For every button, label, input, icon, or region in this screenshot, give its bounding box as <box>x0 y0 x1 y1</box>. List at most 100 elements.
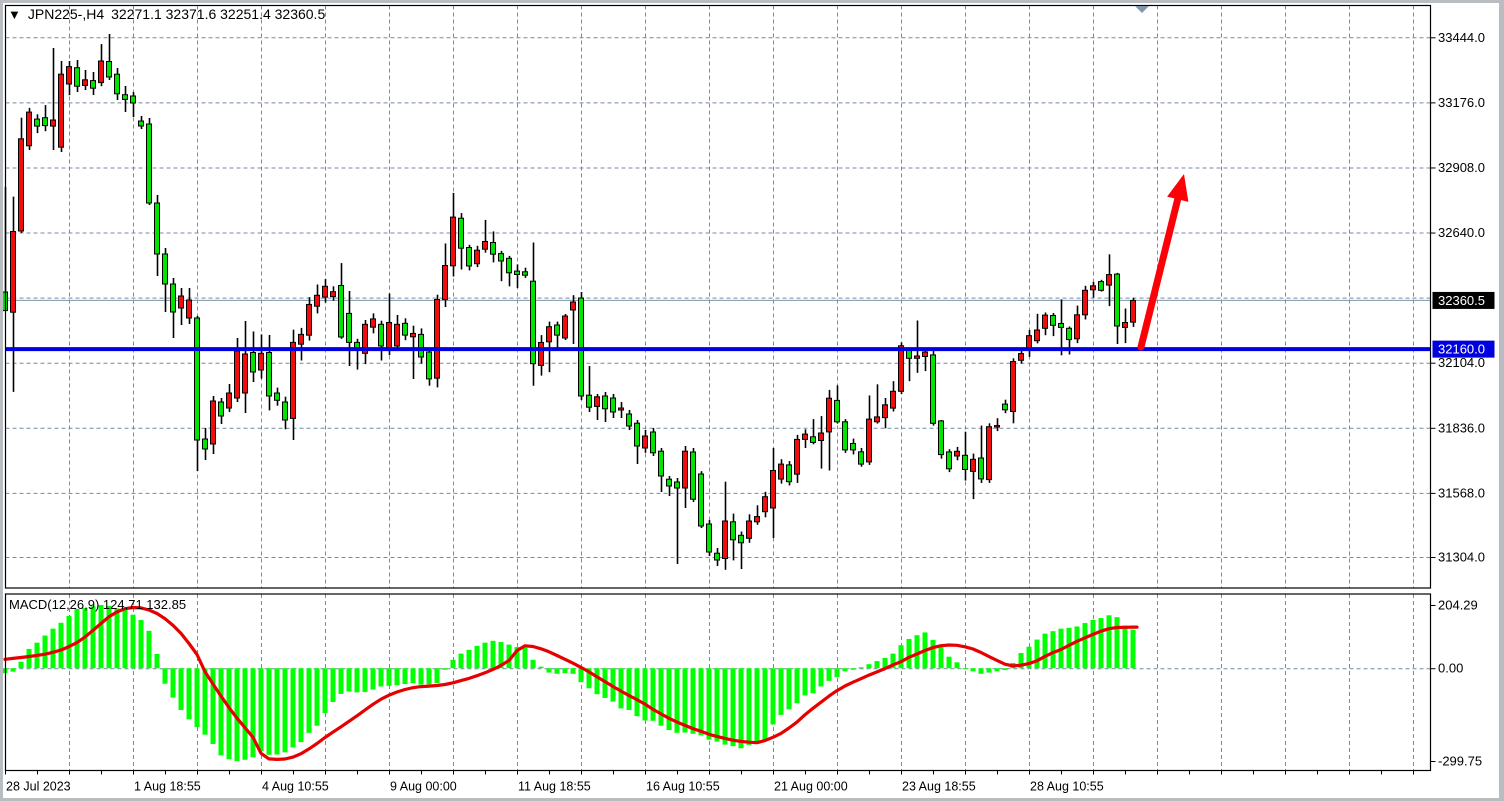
symbol-dropdown-icon: ▼ <box>8 6 21 22</box>
candle-body-up <box>882 404 888 419</box>
candle-body-down <box>930 354 936 424</box>
candle-body-down <box>466 247 472 267</box>
macd-histogram-bar <box>946 656 952 669</box>
macd-histogram-bar <box>626 668 632 710</box>
candle-body-down <box>218 401 224 417</box>
macd-histogram-bar <box>834 668 840 678</box>
candle-body-up <box>1082 289 1088 316</box>
macd-histogram-bar <box>738 668 744 749</box>
macd-histogram-bar <box>338 668 344 694</box>
candle-body-down <box>274 392 280 401</box>
macd-histogram-bar <box>434 668 440 684</box>
candle-body-up <box>298 333 304 345</box>
line-price-box[interactable] <box>1432 340 1495 358</box>
macd-histogram-bar <box>290 668 296 748</box>
current-price-box[interactable] <box>1432 291 1495 309</box>
trend-arrow-shaft[interactable] <box>1137 189 1183 351</box>
main-pane-border <box>4 4 1432 589</box>
candle-body-up <box>186 299 192 319</box>
macd-histogram-bar <box>698 668 704 736</box>
macd-histogram-bar <box>778 668 784 715</box>
macd-histogram-bar <box>978 668 984 674</box>
candle-body-down <box>530 280 536 365</box>
candle-body-down <box>1050 315 1056 326</box>
macd-histogram-bar <box>562 668 568 674</box>
macd-histogram-bar <box>402 668 408 684</box>
candle-body-down <box>586 394 592 408</box>
candle-body-down <box>162 253 168 285</box>
candle-body-up <box>322 285 328 298</box>
macd-histogram-bar <box>1114 617 1120 669</box>
chart-shift-marker[interactable] <box>1135 6 1149 13</box>
macd-histogram-bar <box>386 668 392 686</box>
macd-histogram-bar <box>178 668 184 710</box>
macd-pane-border[interactable] <box>4 593 1432 772</box>
candle-body-up <box>682 450 688 489</box>
candle-body-down <box>426 351 432 380</box>
candle-body-down <box>1002 403 1008 411</box>
macd-histogram-bar <box>410 668 416 684</box>
macd-histogram-bar <box>818 668 824 687</box>
macd-histogram-bar <box>714 668 720 742</box>
candle-body-down <box>498 253 504 262</box>
macd-histogram-bar <box>66 615 72 669</box>
candle-body-up <box>898 345 904 392</box>
macd-histogram-bar <box>162 668 168 684</box>
macd-histogram-bar <box>490 640 496 669</box>
macd-histogram-bar <box>274 668 280 755</box>
macd-histogram-bar <box>306 668 312 733</box>
macd-histogram-bar <box>282 668 288 753</box>
chart-title-ohlc: 32271.1 32371.6 32251.4 32360.5 <box>111 6 326 22</box>
macd-histogram-bar <box>730 668 736 747</box>
macd-histogram-bar <box>594 668 600 695</box>
candle-body-up <box>594 396 600 407</box>
macd-histogram-bar <box>138 619 144 669</box>
candle-body-up <box>58 73 64 148</box>
macd-histogram-bar <box>634 668 640 717</box>
time-label: 4 Aug 10:55 <box>262 780 329 794</box>
candle-body-down <box>138 120 144 127</box>
macd-histogram-bar <box>250 668 256 758</box>
candle-body-up <box>1122 322 1128 328</box>
macd-histogram-bar <box>930 639 936 669</box>
candle-body-down <box>714 552 720 561</box>
macd-histogram-bar <box>1090 619 1096 669</box>
macd-histogram-bar <box>954 662 960 669</box>
macd-histogram-bar <box>154 653 160 669</box>
macd-histogram-bar <box>346 668 352 692</box>
macd-histogram-bar <box>1018 652 1024 669</box>
price-tick-label: 32908.0 <box>1438 160 1485 175</box>
macd-histogram-bar <box>586 668 592 689</box>
window-frame-right[interactable] <box>1499 0 1504 801</box>
candle-body-up <box>82 79 88 86</box>
price-tick-label: 33176.0 <box>1438 95 1485 110</box>
macd-histogram-bar <box>370 668 376 690</box>
candle-body-down <box>738 534 744 544</box>
macd-histogram-bar <box>122 609 128 669</box>
candle-body-up <box>794 438 800 475</box>
macd-histogram-bar <box>866 664 872 669</box>
candle-body-up <box>242 353 248 394</box>
macd-histogram-bar <box>1042 633 1048 669</box>
macd-histogram-bar <box>570 668 576 674</box>
macd-histogram-bar <box>42 635 48 669</box>
macd-histogram-bar <box>882 657 888 669</box>
candle-body-up <box>826 397 832 433</box>
macd-histogram-bar <box>514 647 520 669</box>
candle-body-up <box>290 341 296 419</box>
macd-histogram-bar <box>706 668 712 740</box>
chart-title-row: ▼ JPN225-,H4 32271.1 32371.6 32251.4 32360… <box>8 6 325 22</box>
macd-histogram-bar <box>186 668 192 720</box>
trend-arrow-head[interactable] <box>1167 174 1189 202</box>
macd-histogram-bar <box>234 668 240 761</box>
macd-histogram-bar <box>850 668 856 670</box>
candle-body-up <box>922 351 928 358</box>
candle-body-down <box>194 317 200 441</box>
candle-body-down <box>634 422 640 447</box>
macd-histogram-bar <box>746 668 752 745</box>
macd-histogram-bar <box>322 668 328 714</box>
macd-histogram-bar <box>314 668 320 726</box>
macd-histogram-bar <box>842 668 848 672</box>
macd-histogram-bar <box>1098 618 1104 669</box>
